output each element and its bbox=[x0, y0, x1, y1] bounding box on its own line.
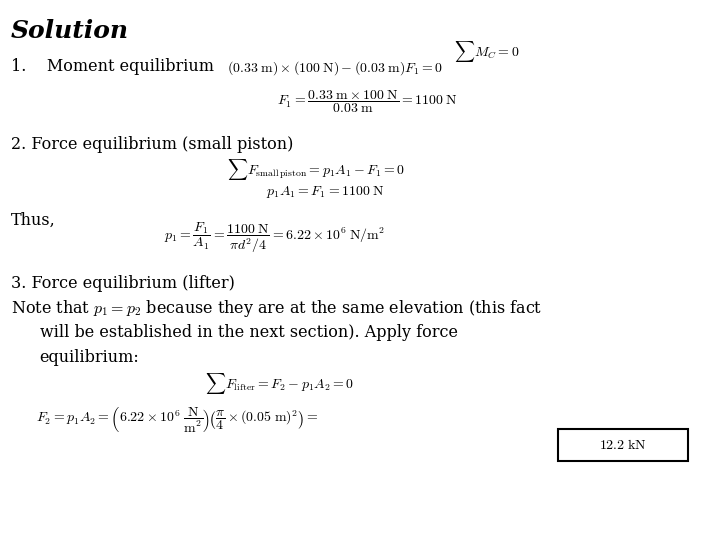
Text: $\sum F_{\mathrm{lifter}} = F_2 - p_1 A_2 = 0$: $\sum F_{\mathrm{lifter}} = F_2 - p_1 A_… bbox=[205, 371, 354, 396]
Text: Note that $p_1 = p_2$ because they are at the same elevation (this fact: Note that $p_1 = p_2$ because they are a… bbox=[11, 298, 542, 319]
Text: $F_1 = \dfrac{0.33\;\mathrm{m} \times 100\;\mathrm{N}}{0.03\;\mathrm{m}} = 1100\: $F_1 = \dfrac{0.33\;\mathrm{m} \times 10… bbox=[277, 89, 458, 115]
Text: will be established in the next section). Apply force: will be established in the next section)… bbox=[40, 324, 458, 341]
Text: 3. Force equilibrium (lifter): 3. Force equilibrium (lifter) bbox=[11, 275, 235, 292]
Text: $F_2 = p_1 A_2 = \left(6.22 \times 10^6\;\dfrac{\mathrm{N}}{\mathrm{m}^2}\right): $F_2 = p_1 A_2 = \left(6.22 \times 10^6\… bbox=[36, 405, 319, 434]
Text: $p_1 A_1 = F_1 = 1100\;\mathrm{N}$: $p_1 A_1 = F_1 = 1100\;\mathrm{N}$ bbox=[266, 184, 385, 200]
Text: equilibrium:: equilibrium: bbox=[40, 349, 140, 366]
Text: $(0.33\;\mathrm{m}) \times (100\;\mathrm{N}) - (0.03\;\mathrm{m})F_1 = 0$: $(0.33\;\mathrm{m}) \times (100\;\mathrm… bbox=[227, 59, 443, 77]
Text: Thus,: Thus, bbox=[11, 212, 55, 228]
Text: Solution: Solution bbox=[11, 19, 129, 43]
Text: $\sum F_{\mathrm{small\,piston}} = p_1 A_1 - F_1 = 0$: $\sum F_{\mathrm{small\,piston}} = p_1 A… bbox=[227, 157, 405, 181]
FancyBboxPatch shape bbox=[558, 429, 688, 461]
Text: $12.2\;\mathrm{kN}$: $12.2\;\mathrm{kN}$ bbox=[599, 438, 647, 452]
Text: $\sum M_C = 0$: $\sum M_C = 0$ bbox=[454, 39, 519, 64]
Text: 1.    Moment equilibrium: 1. Moment equilibrium bbox=[11, 58, 214, 75]
Text: $p_1 = \dfrac{F_1}{A_1} = \dfrac{1100\;\mathrm{N}}{\pi d^2/4} = 6.22 \times 10^6: $p_1 = \dfrac{F_1}{A_1} = \dfrac{1100\;\… bbox=[164, 220, 385, 255]
Text: 2. Force equilibrium (small piston): 2. Force equilibrium (small piston) bbox=[11, 136, 293, 153]
